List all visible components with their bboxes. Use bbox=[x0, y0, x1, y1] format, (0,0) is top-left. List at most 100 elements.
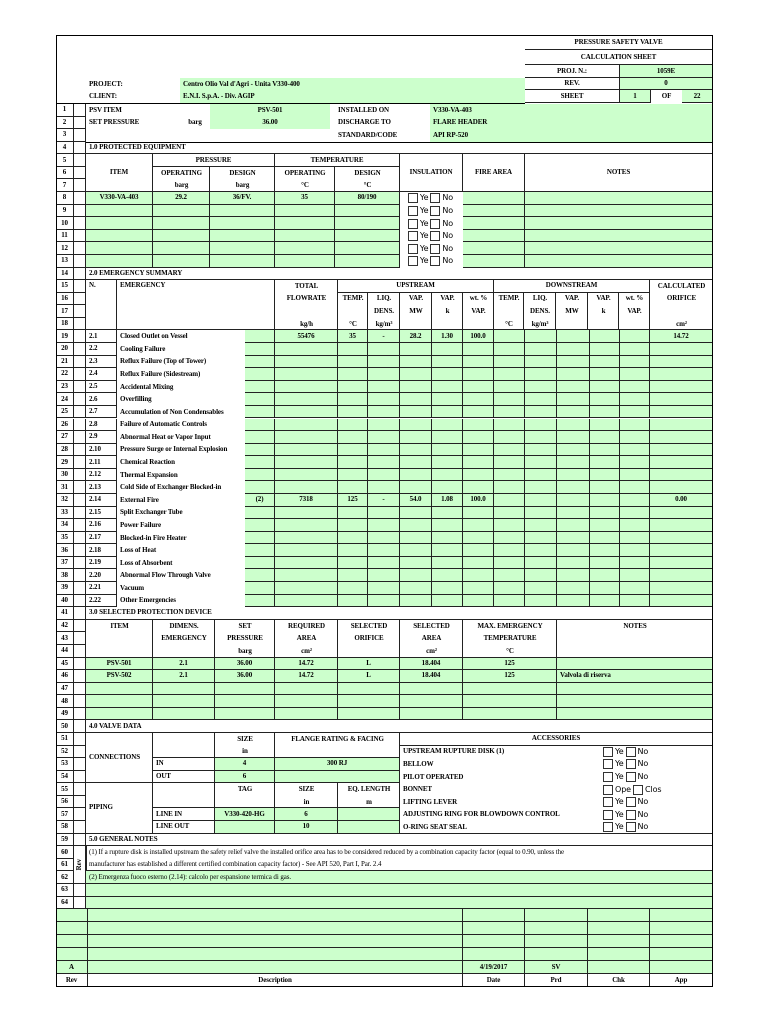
device-req[interactable] bbox=[275, 682, 338, 696]
checkbox[interactable]: No bbox=[430, 193, 453, 204]
checkbox-box-icon[interactable] bbox=[633, 784, 643, 795]
downstream-dens[interactable] bbox=[525, 418, 557, 432]
upstream-mw[interactable] bbox=[400, 506, 432, 520]
general-note[interactable]: (2) Emergenza fuoco esterno (2.14): calc… bbox=[86, 871, 713, 884]
downstream-dens[interactable] bbox=[525, 443, 557, 457]
device-orifice[interactable] bbox=[338, 695, 400, 708]
checkbox-box-icon[interactable] bbox=[625, 809, 636, 820]
upstream-k[interactable] bbox=[432, 468, 463, 482]
upstream-k[interactable] bbox=[432, 368, 463, 381]
upstream-k[interactable] bbox=[432, 519, 463, 532]
upstream-temp[interactable] bbox=[338, 393, 368, 406]
calculated-orifice[interactable] bbox=[650, 431, 713, 444]
project-value[interactable]: Centro Olio Val d'Agri - Unita V330-400 bbox=[180, 78, 525, 90]
downstream-k[interactable] bbox=[590, 481, 620, 494]
equipment-item[interactable]: V330-VA-403 bbox=[86, 192, 153, 205]
downstream-k[interactable] bbox=[590, 355, 620, 369]
downstream-temp[interactable] bbox=[494, 556, 525, 570]
downstream-wt[interactable] bbox=[620, 405, 650, 419]
upstream-wt[interactable] bbox=[463, 393, 494, 406]
device-orifice[interactable]: L bbox=[338, 670, 400, 683]
checkbox[interactable]: No bbox=[625, 797, 648, 808]
downstream-mw[interactable] bbox=[557, 569, 590, 583]
downstream-temp[interactable] bbox=[494, 468, 525, 482]
downstream-dens[interactable] bbox=[525, 368, 557, 381]
upstream-k[interactable] bbox=[432, 582, 463, 595]
device-notes[interactable] bbox=[557, 695, 713, 708]
downstream-wt[interactable] bbox=[620, 481, 650, 494]
downstream-k[interactable] bbox=[590, 569, 620, 583]
emergency-note[interactable]: (2) bbox=[245, 493, 275, 507]
device-area[interactable] bbox=[400, 707, 463, 721]
checkbox[interactable]: No bbox=[625, 759, 648, 770]
upstream-mw[interactable] bbox=[400, 380, 432, 394]
upstream-mw[interactable] bbox=[400, 431, 432, 444]
pressure-design[interactable] bbox=[210, 204, 275, 218]
upstream-temp[interactable] bbox=[338, 380, 368, 394]
device-dimens[interactable] bbox=[153, 695, 215, 708]
downstream-wt[interactable] bbox=[620, 418, 650, 432]
checkbox[interactable]: Ye bbox=[603, 746, 624, 757]
upstream-wt[interactable] bbox=[463, 519, 494, 532]
emergency-note[interactable] bbox=[245, 405, 275, 419]
rev-value[interactable]: 0 bbox=[620, 78, 713, 90]
downstream-dens[interactable] bbox=[525, 405, 557, 419]
fire-area[interactable] bbox=[463, 192, 525, 205]
fire-area[interactable] bbox=[463, 204, 525, 218]
checkbox-box-icon[interactable] bbox=[625, 759, 636, 770]
total-flowrate[interactable] bbox=[275, 355, 338, 369]
downstream-dens[interactable] bbox=[525, 431, 557, 444]
revision-prd[interactable] bbox=[525, 922, 588, 935]
checkbox-box-icon[interactable] bbox=[603, 746, 613, 757]
upstream-temp[interactable] bbox=[338, 443, 368, 457]
upstream-temp[interactable] bbox=[338, 519, 368, 532]
calculated-orifice[interactable]: 0.00 bbox=[650, 493, 713, 507]
upstream-k[interactable]: 1.08 bbox=[432, 493, 463, 507]
emergency-note[interactable] bbox=[245, 343, 275, 356]
checkbox-box-icon[interactable] bbox=[407, 231, 418, 242]
equipment-notes[interactable] bbox=[525, 204, 713, 218]
downstream-wt[interactable] bbox=[620, 343, 650, 356]
checkbox-box-icon[interactable] bbox=[430, 205, 441, 216]
temperature-design[interactable] bbox=[335, 254, 400, 268]
equipment-notes[interactable] bbox=[525, 254, 713, 268]
total-flowrate[interactable] bbox=[275, 506, 338, 520]
upstream-temp[interactable] bbox=[338, 431, 368, 444]
total-flowrate[interactable] bbox=[275, 519, 338, 532]
upstream-k[interactable] bbox=[432, 506, 463, 520]
device-dimens[interactable]: 2.1 bbox=[153, 657, 215, 671]
upstream-k[interactable] bbox=[432, 481, 463, 494]
device-temp[interactable] bbox=[463, 682, 557, 696]
pressure-operating[interactable]: 29.2 bbox=[153, 192, 210, 205]
temperature-operating[interactable]: 35 bbox=[275, 192, 335, 205]
checkbox-box-icon[interactable] bbox=[407, 218, 418, 229]
upstream-temp[interactable] bbox=[338, 531, 368, 545]
downstream-wt[interactable] bbox=[620, 544, 650, 557]
upstream-wt[interactable] bbox=[463, 343, 494, 356]
downstream-mw[interactable] bbox=[557, 368, 590, 381]
checkbox-box-icon[interactable] bbox=[407, 243, 418, 254]
upstream-mw[interactable] bbox=[400, 443, 432, 457]
upstream-k[interactable] bbox=[432, 569, 463, 583]
upstream-wt[interactable]: 100.0 bbox=[463, 330, 494, 344]
checkbox-box-icon[interactable] bbox=[430, 243, 441, 254]
temperature-design[interactable] bbox=[335, 204, 400, 218]
checkbox-box-icon[interactable] bbox=[603, 772, 613, 783]
upstream-dens[interactable] bbox=[368, 355, 400, 369]
revision-rev[interactable] bbox=[56, 909, 88, 922]
pressure-design[interactable] bbox=[210, 254, 275, 268]
checkbox[interactable]: No bbox=[625, 809, 648, 820]
pressure-operating[interactable] bbox=[153, 229, 210, 243]
pressure-operating[interactable] bbox=[153, 254, 210, 268]
upstream-temp[interactable]: 125 bbox=[338, 493, 368, 507]
equipment-notes[interactable] bbox=[525, 242, 713, 255]
checkbox[interactable]: Ye bbox=[407, 205, 429, 216]
emergency-note[interactable] bbox=[245, 456, 275, 469]
device-orifice[interactable]: L bbox=[338, 657, 400, 671]
fire-area[interactable] bbox=[463, 229, 525, 243]
downstream-temp[interactable] bbox=[494, 544, 525, 557]
equipment-notes[interactable] bbox=[525, 192, 713, 205]
downstream-dens[interactable] bbox=[525, 531, 557, 545]
downstream-mw[interactable] bbox=[557, 380, 590, 394]
upstream-wt[interactable] bbox=[463, 456, 494, 469]
